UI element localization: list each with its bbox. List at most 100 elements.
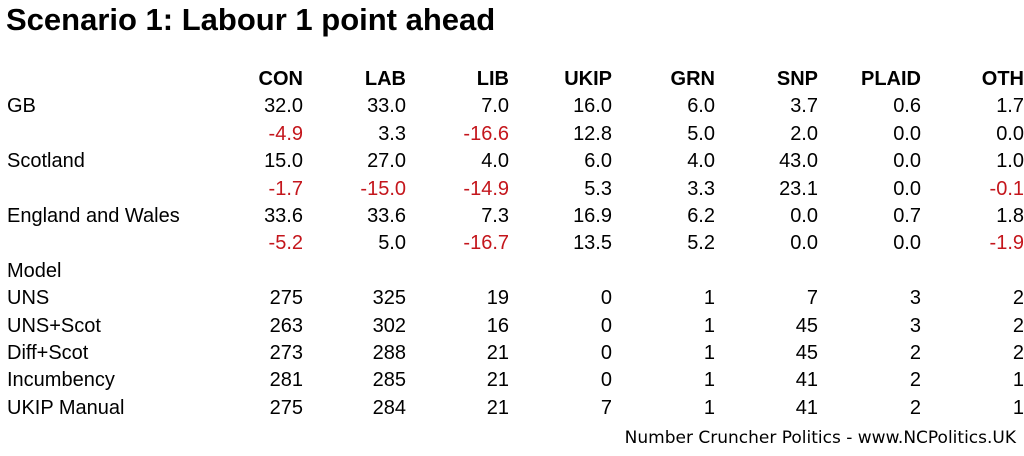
source-credit: Number Cruncher Politics - www.NCPolitic… xyxy=(624,428,1016,448)
empty-cell xyxy=(509,258,612,285)
model-label: UNS+Scot xyxy=(7,314,101,337)
vote-share-cell: 0.0 xyxy=(893,150,921,173)
seat-cell: 288 xyxy=(372,342,406,365)
vote-change-cell: -1.9 xyxy=(989,232,1024,255)
vote-share-cell: 1.8 xyxy=(996,205,1024,228)
empty-cell xyxy=(715,258,818,285)
seat-cell: 2 xyxy=(1012,314,1024,337)
table-row: England and Wales 33.6 33.6 7.3 16.9 6.2 0.0 0.… xyxy=(0,203,1024,230)
seat-cell: 302 xyxy=(372,314,406,337)
seat-cell: 7 xyxy=(806,287,818,310)
seat-cell: 1 xyxy=(703,369,715,392)
table-row: Diff+Scot 273 288 21 0 1 45 2 2 xyxy=(0,340,1024,367)
seat-cell: 273 xyxy=(269,342,303,365)
seat-cell: 0 xyxy=(600,369,612,392)
seat-cell: 1 xyxy=(1012,369,1024,392)
seat-cell: 2 xyxy=(1012,342,1024,365)
table-row-change: -1.7 -15.0 -14.9 5.3 3.3 23.1 0.0 -0.1 xyxy=(0,176,1024,203)
vote-share-cell: 15.0 xyxy=(264,150,303,173)
vote-share-cell: 16.0 xyxy=(573,95,612,118)
vote-share-cell: 0.6 xyxy=(893,95,921,118)
model-heading-row: Model xyxy=(0,258,1024,285)
vote-change-cell: 5.2 xyxy=(687,232,715,255)
vote-share-cell: 43.0 xyxy=(779,150,818,173)
vote-share-cell: 33.6 xyxy=(264,205,303,228)
vote-share-cell: 4.0 xyxy=(687,150,715,173)
vote-share-cell: 4.0 xyxy=(481,150,509,173)
seat-cell: 1 xyxy=(703,396,715,419)
seat-cell: 7 xyxy=(600,396,612,419)
page-title: Scenario 1: Labour 1 point ahead xyxy=(6,2,496,37)
seat-cell: 21 xyxy=(486,342,509,365)
empty-cell xyxy=(612,258,715,285)
seat-cell: 0 xyxy=(600,314,612,337)
seat-cell: 1 xyxy=(703,314,715,337)
column-header: CON xyxy=(258,68,303,90)
vote-share-cell: 16.9 xyxy=(573,205,612,228)
empty-cell xyxy=(818,258,921,285)
seat-cell: 0 xyxy=(600,342,612,365)
vote-share-cell: 33.6 xyxy=(367,205,406,228)
column-header: OTH xyxy=(981,68,1024,90)
seat-cell: 1 xyxy=(1012,396,1024,419)
row-label-empty xyxy=(0,176,200,203)
vote-change-cell: 2.0 xyxy=(790,122,818,145)
seat-cell: 0 xyxy=(600,287,612,310)
seat-cell: 21 xyxy=(486,396,509,419)
column-header: LAB xyxy=(364,68,406,90)
seat-cell: 41 xyxy=(795,396,818,419)
vote-share-cell: 6.2 xyxy=(687,205,715,228)
table-row-change: -4.9 3.3 -16.6 12.8 5.0 2.0 0.0 0.0 xyxy=(0,121,1024,148)
seat-cell: 284 xyxy=(372,396,406,419)
region-label: GB xyxy=(7,95,36,118)
table-row: Scotland 15.0 27.0 4.0 6.0 4.0 43.0 0.0 1.0 xyxy=(0,148,1024,175)
seat-cell: 41 xyxy=(795,369,818,392)
seat-cell: 1 xyxy=(703,342,715,365)
table-row: UKIP Manual 275 284 21 7 1 41 2 1 xyxy=(0,395,1024,422)
model-label: UNS xyxy=(7,287,50,310)
vote-change-cell: -5.2 xyxy=(268,232,303,255)
vote-change-cell: 5.0 xyxy=(687,122,715,145)
vote-share-cell: 3.7 xyxy=(790,95,818,118)
table-row: UNS 275 325 19 0 1 7 3 2 xyxy=(0,285,1024,312)
seat-cell: 3 xyxy=(909,314,921,337)
model-label: Diff+Scot xyxy=(7,342,89,365)
seat-cell: 275 xyxy=(269,396,303,419)
seat-cell: 2 xyxy=(909,396,921,419)
empty-cell xyxy=(921,258,1024,285)
seat-cell: 19 xyxy=(486,287,509,310)
vote-change-cell: -0.1 xyxy=(989,177,1024,200)
region-label: Scotland xyxy=(7,150,85,173)
vote-share-cell: 33.0 xyxy=(367,95,406,118)
vote-share-cell: 7.3 xyxy=(481,205,509,228)
seat-cell: 45 xyxy=(795,314,818,337)
vote-change-cell: 0.0 xyxy=(893,122,921,145)
seat-cell: 275 xyxy=(269,287,303,310)
column-header: LIB xyxy=(476,68,509,90)
column-header: UKIP xyxy=(564,68,612,90)
table-row-change: -5.2 5.0 -16.7 13.5 5.2 0.0 0.0 -1.9 xyxy=(0,230,1024,257)
seat-cell: 3 xyxy=(909,287,921,310)
vote-share-cell: 6.0 xyxy=(687,95,715,118)
vote-change-cell: -14.9 xyxy=(463,177,509,200)
region-label: England and Wales xyxy=(7,205,180,228)
vote-share-cell: 0.7 xyxy=(893,205,921,228)
vote-change-cell: 13.5 xyxy=(573,232,612,255)
header-row: CON LAB LIB UKIP GRN SNP PLAID OTH xyxy=(0,66,1024,93)
vote-share-cell: 1.7 xyxy=(996,95,1024,118)
table-row: GB 32.0 33.0 7.0 16.0 6.0 3.7 0.6 1.7 xyxy=(0,93,1024,120)
vote-change-cell: 23.1 xyxy=(779,177,818,200)
vote-share-cell: 1.0 xyxy=(996,150,1024,173)
vote-change-cell: 0.0 xyxy=(790,232,818,255)
vote-change-cell: 3.3 xyxy=(687,177,715,200)
vote-share-cell: 27.0 xyxy=(367,150,406,173)
column-header: GRN xyxy=(670,68,715,90)
empty-cell xyxy=(406,258,509,285)
vote-change-cell: 0.0 xyxy=(996,122,1024,145)
row-label-empty xyxy=(0,121,200,148)
column-header: SNP xyxy=(776,68,818,90)
vote-change-cell: -16.7 xyxy=(463,232,509,255)
vote-share-cell: 0.0 xyxy=(790,205,818,228)
table-row: Incumbency 281 285 21 0 1 41 2 1 xyxy=(0,367,1024,394)
model-heading: Model xyxy=(7,259,62,282)
